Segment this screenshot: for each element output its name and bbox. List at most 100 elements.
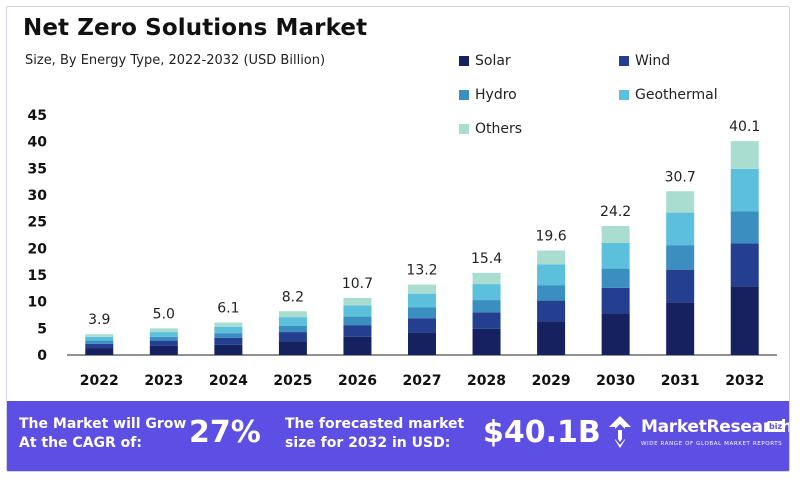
brand-tagline: WIDE RANGE OF GLOBAL MARKET REPORTS <box>641 441 783 447</box>
bar-segment-hydro-2025 <box>278 325 307 333</box>
bar-stack-2028 <box>472 272 501 355</box>
bar-segment-geothermal-2029 <box>537 264 566 286</box>
forecast-label-line1: The forecasted market <box>285 416 465 432</box>
bar-total-label: 13.2 <box>406 263 437 279</box>
chart-title: Net Zero Solutions Market <box>23 15 368 41</box>
chart-legend: Solar Wind Hydro Geothermal Others <box>459 53 789 137</box>
bar-stack-2023 <box>149 328 178 355</box>
chart-subtitle: Size, By Energy Type, 2022-2032 (USD Bil… <box>25 53 326 68</box>
y-tick-label: 15 <box>28 268 47 284</box>
legend-swatch <box>459 124 469 134</box>
bar-segment-solar-2024 <box>214 344 243 355</box>
x-tick-label: 2032 <box>725 373 764 389</box>
legend-item-others: Others <box>459 121 522 137</box>
x-tick-label: 2026 <box>338 373 377 389</box>
bar-segment-others-2029 <box>537 250 566 265</box>
legend-swatch <box>619 90 629 100</box>
bar-segment-hydro-2024 <box>214 333 243 338</box>
bar-segment-hydro-2031 <box>666 245 695 270</box>
bar-segment-geothermal-2025 <box>278 317 307 326</box>
cagr-value: 27% <box>189 415 261 450</box>
bar-segment-geothermal-2027 <box>408 293 436 308</box>
bar-stack-2030 <box>601 225 630 355</box>
x-tick-label: 2023 <box>144 373 183 389</box>
legend-label: Wind <box>635 53 671 69</box>
bar-segment-hydro-2030 <box>601 268 630 288</box>
bar-total-label: 19.6 <box>536 228 567 244</box>
bar-segment-geothermal-2024 <box>214 326 243 334</box>
y-tick-label: 35 <box>28 161 47 177</box>
bar-segment-hydro-2029 <box>537 285 566 301</box>
bar-stack-2022 <box>85 334 114 355</box>
x-tick-label: 2029 <box>532 373 571 389</box>
y-tick-label: 45 <box>28 108 47 124</box>
y-tick-label: 5 <box>37 321 47 337</box>
bar-total-label: 3.9 <box>88 312 110 328</box>
bar-total-label: 5.0 <box>153 306 175 322</box>
legend-label: Geothermal <box>635 87 718 103</box>
bar-total-label: 24.2 <box>600 204 631 220</box>
bar-chart-plot: 0510152025303540453.920225.020236.120248… <box>28 108 777 389</box>
bar-segment-others-2023 <box>149 328 178 333</box>
bar-stack-2032 <box>730 141 759 355</box>
bar-segment-wind-2026 <box>343 325 372 337</box>
x-tick-label: 2031 <box>661 373 700 389</box>
y-tick-label: 0 <box>37 348 47 364</box>
bar-segment-others-2031 <box>666 191 695 213</box>
brand-name: MarketResearch <box>641 417 790 437</box>
bar-segment-others-2030 <box>601 225 630 243</box>
bar-total-label: 6.1 <box>217 300 239 316</box>
legend-label: Others <box>475 121 523 137</box>
bar-stack-2026 <box>343 297 372 355</box>
bar-stack-2024 <box>214 322 243 355</box>
bar-segment-geothermal-2023 <box>149 332 178 337</box>
bar-segment-solar-2025 <box>278 341 307 355</box>
bar-segment-wind-2022 <box>85 343 114 349</box>
x-tick-label: 2027 <box>403 373 442 389</box>
y-tick-label: 20 <box>28 241 48 257</box>
bar-segment-solar-2030 <box>601 313 630 355</box>
bar-segment-geothermal-2030 <box>601 243 630 269</box>
forecast-label-line2: size for 2032 in USD: <box>285 435 451 451</box>
bar-segment-solar-2029 <box>537 321 566 355</box>
legend-swatch <box>619 56 629 66</box>
bar-segment-solar-2028 <box>472 328 501 355</box>
bar-segment-others-2025 <box>278 311 307 318</box>
legend-label: Hydro <box>475 87 517 103</box>
forecast-value: $40.1B <box>483 415 601 450</box>
y-tick-label: 10 <box>28 295 48 311</box>
bar-segment-geothermal-2022 <box>85 336 114 341</box>
bar-segment-wind-2030 <box>601 287 630 314</box>
y-tick-label: 30 <box>28 188 48 204</box>
y-tick-label: 25 <box>28 215 47 231</box>
bar-segment-wind-2028 <box>472 312 501 329</box>
x-tick-label: 2022 <box>80 373 119 389</box>
legend-swatch <box>459 56 469 66</box>
summary-footer: The Market will Grow At the CAGR of: 27%… <box>7 401 789 471</box>
bar-segment-wind-2024 <box>214 337 243 345</box>
bar-segment-hydro-2026 <box>343 316 372 326</box>
bar-stack-2025 <box>278 311 307 355</box>
bar-segment-wind-2029 <box>537 300 566 322</box>
bar-segment-solar-2027 <box>408 332 436 355</box>
bar-stack-2027 <box>408 284 436 355</box>
bar-segment-wind-2025 <box>278 332 307 342</box>
bar-segment-others-2022 <box>85 334 114 337</box>
bar-total-label: 10.7 <box>342 276 373 292</box>
bar-segment-hydro-2022 <box>85 340 114 344</box>
bar-segment-geothermal-2032 <box>730 168 759 212</box>
bar-segment-wind-2031 <box>666 269 695 303</box>
bar-segment-solar-2023 <box>149 345 178 355</box>
x-tick-label: 2030 <box>596 373 635 389</box>
bar-segment-geothermal-2028 <box>472 284 501 301</box>
bar-segment-solar-2031 <box>666 302 695 355</box>
bar-total-label: 40.1 <box>729 119 760 135</box>
bar-segment-solar-2032 <box>730 286 759 355</box>
bar-segment-hydro-2032 <box>730 211 759 244</box>
brand-badge: biz <box>767 421 785 432</box>
bar-segment-wind-2032 <box>730 243 759 287</box>
cagr-label-line1: The Market will Grow <box>19 416 187 432</box>
bar-segment-solar-2022 <box>85 348 114 355</box>
legend-label: Solar <box>475 53 511 69</box>
bar-segment-geothermal-2026 <box>343 305 372 317</box>
